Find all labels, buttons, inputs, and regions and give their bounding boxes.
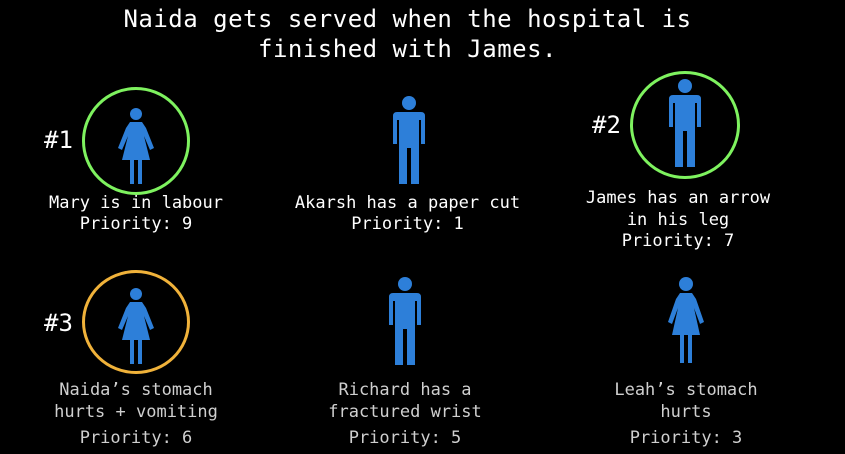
woman-icon [118, 108, 154, 184]
priority-value: Priority: 6 [79, 428, 193, 448]
description-line-2: hurts [660, 402, 712, 422]
description-line-1: Richard has a [338, 380, 472, 400]
woman-icon [668, 277, 704, 363]
description-line-2: in his leg [626, 210, 730, 230]
woman-icon [118, 288, 154, 364]
description-line-1: Mary is in labour [49, 193, 223, 213]
priority-ring-orange [82, 270, 190, 374]
priority-ring-green [630, 71, 740, 179]
patient-description: James has an arrow in his leg [578, 187, 778, 231]
priority-value: Priority: 5 [348, 428, 462, 448]
priority-ring-green [82, 87, 190, 195]
man-icon [393, 96, 425, 184]
rank-badge: #1 [44, 126, 73, 154]
rank-badge: #2 [592, 111, 621, 139]
description-line-1: Akarsh has a paper cut [294, 193, 521, 213]
description-line-2: fractured wrist [328, 402, 482, 422]
title-line-2: finished with James. [258, 35, 557, 63]
rank-badge: #3 [44, 309, 73, 337]
title-line-1: Naida gets served when the hospital is [123, 5, 692, 33]
patient-description: Leah’s stomach hurts [586, 379, 786, 423]
man-icon [669, 79, 701, 167]
patient-description: Richard has a fractured wrist [305, 379, 505, 423]
priority-value: Priority: 7 [621, 231, 735, 251]
description-line-1: Leah’s stomach [614, 380, 758, 400]
priority-value: Priority: 9 [79, 214, 193, 234]
patient-description: Naida’s stomach hurts + vomiting [36, 379, 236, 423]
priority-value: Priority: 1 [351, 214, 464, 234]
man-icon [389, 277, 421, 365]
page-title: Naida gets served when the hospital is f… [0, 4, 815, 64]
priority-value: Priority: 3 [629, 428, 743, 448]
description-line-1: Naida’s stomach [59, 380, 213, 400]
description-line-1: James has an arrow [585, 188, 771, 208]
description-line-2: hurts + vomiting [54, 402, 218, 422]
patient-description: Mary is in labour [36, 192, 236, 214]
patient-description: Akarsh has a paper cut [270, 192, 545, 214]
